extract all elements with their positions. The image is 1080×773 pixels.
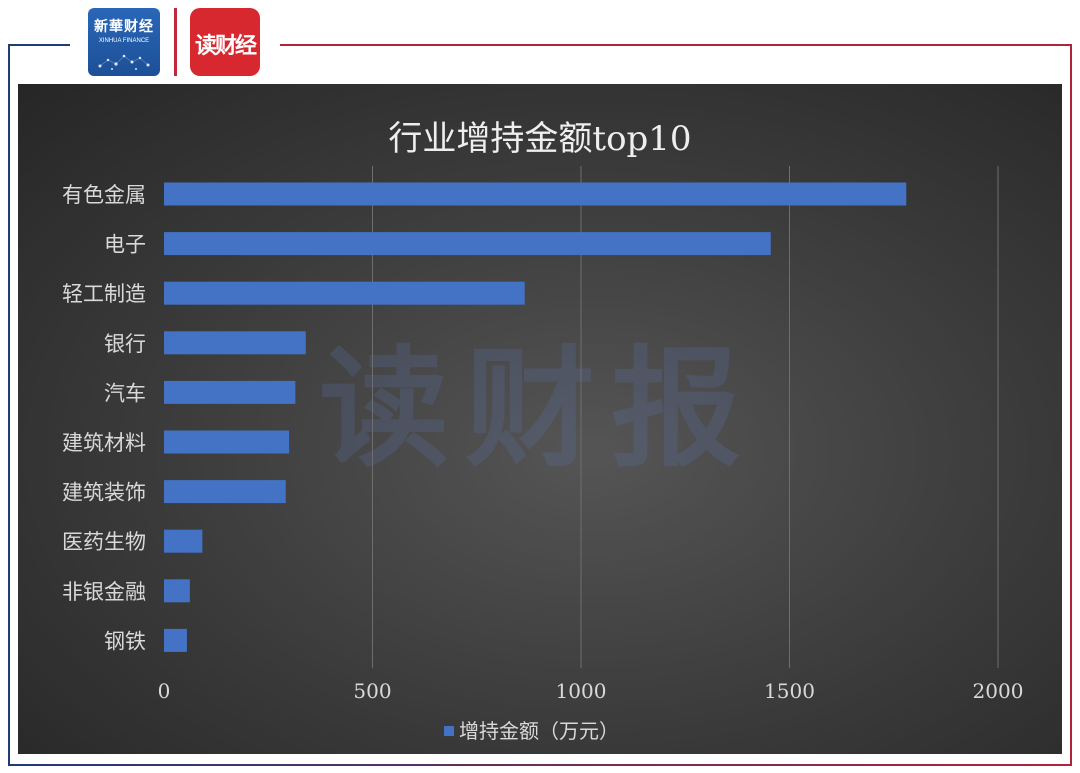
category-label: 钢铁	[104, 629, 146, 653]
frame-line-left	[8, 44, 70, 46]
legend-label: 增持金额（万元）	[459, 719, 619, 743]
x-tick-label: 1000	[556, 679, 607, 703]
bar	[164, 331, 306, 355]
chart-title: 行业增持金额top10	[388, 119, 691, 159]
frame-side-left	[8, 44, 10, 766]
xinhua-logo-text: 新華财经	[94, 19, 154, 35]
category-label: 建筑装饰	[62, 481, 146, 505]
frame-side-right	[1070, 44, 1072, 766]
category-label: 轻工制造	[62, 282, 146, 306]
category-label: 银行	[104, 332, 146, 356]
bar	[164, 628, 187, 652]
legend-swatch	[444, 726, 454, 736]
bar	[164, 430, 290, 454]
bar	[164, 480, 286, 504]
xinhua-logo-subtext: XINHUA FINANCE	[98, 38, 150, 44]
frame-line-right	[280, 44, 1072, 46]
bar	[164, 380, 296, 404]
logo-divider	[174, 8, 177, 76]
bar	[164, 579, 190, 603]
bar	[164, 281, 525, 305]
category-label: 汽车	[104, 381, 146, 405]
x-tick-label: 500	[353, 679, 391, 703]
watermark: 读财报	[319, 333, 757, 485]
x-tick-label: 2000	[973, 679, 1024, 703]
bar	[164, 232, 771, 256]
dubao-finance-logo: 读财经	[190, 8, 260, 76]
chart-svg: 读财报 行业增持金额top10 有色金属电子轻工制造银行汽车建筑材料建筑装饰医药…	[62, 119, 1024, 743]
legend: 增持金额（万元）	[444, 719, 619, 743]
network-dots-icon	[98, 54, 150, 70]
frame-bottom	[8, 764, 1072, 766]
category-label: 建筑材料	[62, 431, 146, 455]
bar	[164, 182, 907, 206]
xinhua-finance-logo: 新華财经 XINHUA FINANCE	[88, 8, 160, 76]
bar	[164, 529, 203, 553]
x-tick-label: 0	[158, 679, 171, 703]
category-label: 电子	[104, 233, 146, 257]
category-label: 医药生物	[62, 530, 146, 554]
category-label: 非银金融	[62, 580, 146, 604]
x-tick-labels: 0 500 1000 1500 2000	[158, 679, 1024, 703]
bar-layer	[164, 182, 907, 652]
x-tick-label: 1500	[764, 679, 815, 703]
category-label: 有色金属	[62, 183, 146, 207]
dubao-logo-text: 读财经	[194, 33, 257, 59]
